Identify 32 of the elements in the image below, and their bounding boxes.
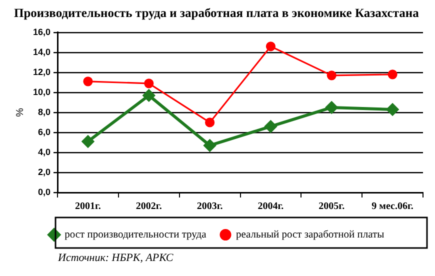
point: [83, 76, 93, 86]
y-tick-label: 0,0: [38, 186, 51, 197]
point: [326, 70, 336, 80]
x-tick-label: 9 мес.06г.: [372, 201, 414, 212]
x-tick-label: 2004г.: [258, 201, 284, 212]
x-tick-label: 2005г.: [318, 201, 346, 212]
x-tick-label: 2001г.: [75, 201, 102, 212]
point: [388, 70, 398, 80]
point: [204, 139, 216, 152]
x-tick-label: 2002г.: [136, 201, 162, 212]
y-tick-label: 2,0: [38, 166, 51, 177]
legend-label: реальный рост заработной платы: [236, 230, 384, 240]
y-tick-label: 14,0: [32, 46, 51, 57]
text: Источник: НБРК, АРКС: [58, 252, 174, 264]
y-axis-title: %: [14, 108, 26, 117]
y-tick-label: 12,0: [32, 66, 51, 77]
point: [386, 103, 399, 116]
point: [144, 78, 154, 88]
y-tick-label: 8,0: [38, 106, 51, 117]
legend-label: рост производительности труда: [64, 230, 207, 240]
point: [264, 120, 277, 132]
y-tick-label: 6,0: [38, 126, 51, 137]
point: [266, 42, 276, 52]
y-tick-label: 16,0: [32, 26, 51, 37]
point: [205, 118, 215, 128]
x-tick-label: 2003г.: [196, 201, 224, 212]
point: [142, 89, 155, 102]
point: [326, 101, 338, 114]
y-tick-label: 4,0: [38, 146, 51, 157]
point: [82, 135, 94, 148]
y-tick-label: 10,0: [32, 86, 51, 97]
chart-title: Производительность труда и заработная плата в экономике Казахстана: [14, 6, 419, 21]
